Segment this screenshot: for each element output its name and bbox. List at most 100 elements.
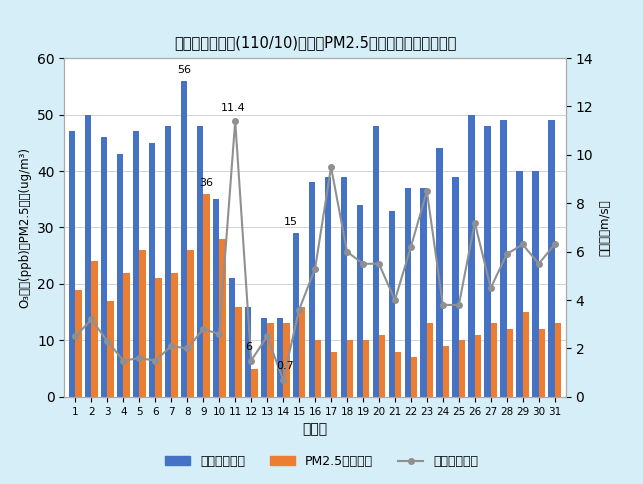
Bar xyxy=(427,323,433,397)
Bar xyxy=(468,115,475,397)
風速日平均値 xyxy=(471,220,478,226)
風速日平均値 xyxy=(295,307,303,313)
Text: 56: 56 xyxy=(177,65,191,75)
Bar xyxy=(341,177,347,397)
Bar xyxy=(395,352,401,397)
風速日平均値 xyxy=(231,118,239,124)
風速日平均値 xyxy=(152,358,159,363)
Bar xyxy=(261,318,267,397)
Bar xyxy=(197,126,203,397)
Bar xyxy=(117,154,123,397)
Text: 0.7: 0.7 xyxy=(276,362,294,372)
Bar xyxy=(107,301,114,397)
Bar xyxy=(69,132,75,397)
Bar xyxy=(453,177,459,397)
Bar xyxy=(293,233,299,397)
Legend: 臭氧日平均値, PM2.5日平均値, 風速日平均値: 臭氧日平均値, PM2.5日平均値, 風速日平均値 xyxy=(160,450,483,473)
風速日平均値 xyxy=(455,302,463,308)
風速日平均値 xyxy=(439,302,447,308)
風速日平均値 xyxy=(551,242,559,247)
Text: 11.4: 11.4 xyxy=(221,103,246,113)
X-axis label: 日　期: 日 期 xyxy=(302,422,328,436)
Bar xyxy=(123,272,130,397)
Bar xyxy=(331,352,338,397)
Bar xyxy=(85,115,91,397)
風速日平均値 xyxy=(423,188,431,194)
Bar xyxy=(181,81,187,397)
Bar xyxy=(404,188,411,397)
Bar xyxy=(276,318,283,397)
Y-axis label: 風　速（m/s）: 風 速（m/s） xyxy=(599,199,611,256)
Bar xyxy=(140,250,146,397)
Bar xyxy=(437,149,443,397)
Bar xyxy=(555,323,561,397)
Bar xyxy=(75,289,82,397)
Bar xyxy=(187,250,194,397)
風速日平均値 xyxy=(359,261,367,267)
風速日平均値 xyxy=(535,261,543,267)
Bar xyxy=(516,171,523,397)
Bar xyxy=(548,120,555,397)
風速日平均値 xyxy=(519,242,527,247)
Bar xyxy=(91,261,98,397)
Bar xyxy=(219,239,226,397)
Bar xyxy=(165,126,171,397)
Bar xyxy=(357,205,363,397)
風速日平均値 xyxy=(327,164,335,170)
Bar xyxy=(388,211,395,397)
Text: 6: 6 xyxy=(245,342,252,352)
風速日平均値 xyxy=(199,326,207,332)
風速日平均値 xyxy=(407,244,415,250)
風速日平均値 xyxy=(136,355,143,361)
Title: 環保署大城測站(110/10)臭氧、PM2.5與風速日平均值趨勢圖: 環保署大城測站(110/10)臭氧、PM2.5與風速日平均值趨勢圖 xyxy=(174,35,457,50)
Bar xyxy=(523,312,529,397)
風速日平均値 xyxy=(104,338,111,344)
Bar xyxy=(500,120,507,397)
Bar xyxy=(411,357,417,397)
風速日平均値 xyxy=(487,285,494,291)
Bar xyxy=(251,369,258,397)
風速日平均値 xyxy=(183,346,191,351)
Bar xyxy=(372,126,379,397)
Bar xyxy=(315,340,322,397)
風速日平均値 xyxy=(215,331,223,337)
風速日平均値 xyxy=(375,261,383,267)
Bar xyxy=(507,329,513,397)
Bar xyxy=(235,306,242,397)
Bar xyxy=(309,182,315,397)
風速日平均値 xyxy=(311,266,319,272)
風速日平均値 xyxy=(120,358,127,363)
風速日平均値 xyxy=(503,251,511,257)
風速日平均値 xyxy=(167,343,175,349)
Bar xyxy=(484,126,491,397)
Bar xyxy=(299,306,305,397)
風速日平均値 xyxy=(391,297,399,303)
Bar xyxy=(133,132,140,397)
Bar xyxy=(325,177,331,397)
Bar xyxy=(459,340,466,397)
Bar xyxy=(421,188,427,397)
Bar xyxy=(347,340,354,397)
Y-axis label: O₃濃度(ppb)、PM2.5濃度(ug/m³): O₃濃度(ppb)、PM2.5濃度(ug/m³) xyxy=(19,147,32,308)
Bar xyxy=(156,278,162,397)
風速日平均値 xyxy=(248,358,255,363)
Bar xyxy=(283,323,289,397)
Bar xyxy=(245,306,251,397)
風速日平均値 xyxy=(71,333,79,339)
風速日平均値 xyxy=(87,317,95,322)
Bar xyxy=(149,143,156,397)
Bar xyxy=(491,323,497,397)
Bar xyxy=(101,137,107,397)
Bar xyxy=(379,335,385,397)
風速日平均値 xyxy=(263,333,271,339)
Line: 風速日平均値: 風速日平均値 xyxy=(73,118,557,383)
Bar xyxy=(443,346,449,397)
Bar xyxy=(213,199,219,397)
風速日平均値 xyxy=(279,377,287,383)
Bar xyxy=(532,171,539,397)
Text: 15: 15 xyxy=(284,217,298,227)
Bar xyxy=(203,194,210,397)
Bar xyxy=(363,340,369,397)
Bar xyxy=(229,278,235,397)
Bar xyxy=(267,323,273,397)
